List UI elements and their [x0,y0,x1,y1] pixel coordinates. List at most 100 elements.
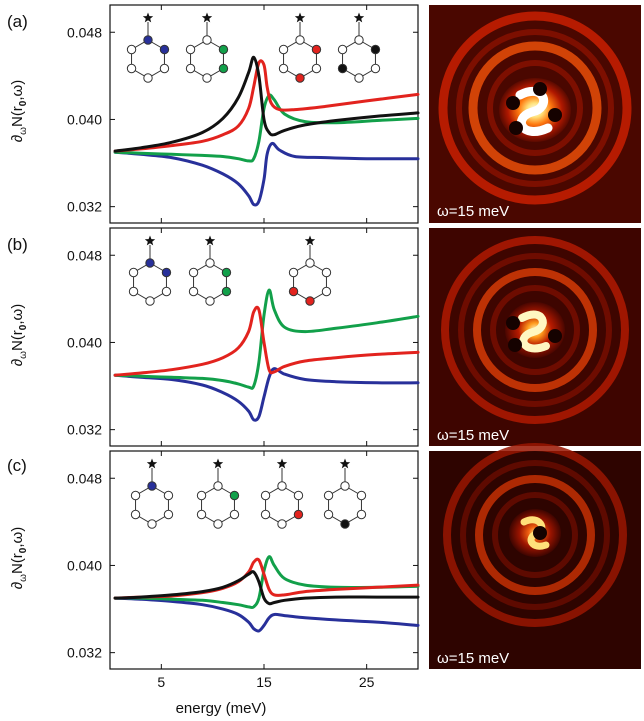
lattice-site [213,519,223,529]
lattice-site [321,286,332,297]
lattice-site [288,267,299,278]
y-tick-label: 0.032 [67,422,102,438]
lattice-site [356,509,367,520]
map-energy-label-a: ω=15 meV [437,203,509,220]
lattice-site [278,63,289,74]
lattice-inset-red [260,458,304,529]
y-tick-label: 0.048 [67,247,102,263]
lattice-site [161,286,172,297]
series-line-blue [113,367,420,422]
y-tick-label: 0.032 [67,199,102,215]
lattice-site [130,509,141,520]
map-energy-label-b: ω=15 meV [437,427,509,444]
impurity-star-icon [204,235,216,246]
lattice-site-blue [161,267,172,278]
lattice-site-green [218,44,229,55]
lattice-site [147,519,157,529]
impurity-star-icon [201,12,213,23]
lattice-site [126,44,137,55]
lattice-site [185,63,196,74]
lattice-site [196,490,207,501]
impurity-star-icon [294,12,306,23]
lattice-site-red [288,286,299,297]
lattice-site-black [337,63,348,74]
lattice-site [354,73,364,83]
ldos-map-b: ω=15 meV [429,228,641,446]
lattice-site [295,35,305,45]
lattice-site-blue [159,44,170,55]
lattice-site [202,73,212,83]
x-axis-label: energy (meV) [176,700,267,717]
plot-panel-c: 0.032 0.040 0.048 5 15 25 [67,450,420,690]
lattice-site [213,481,223,491]
ldos-map-a: ω=15 meV [429,5,641,223]
lattice-site [196,509,207,520]
lattice-site [128,286,139,297]
lattice-site-blue [147,481,157,491]
lattice-site-red [295,73,305,83]
lattice-site [277,519,287,529]
panel-label-c: (c) [7,456,27,475]
lattice-site [356,490,367,501]
y-tick-label: 0.040 [67,111,102,127]
series-line-blue [113,141,420,207]
series-line-black [113,55,420,153]
x-tick-label: 15 [256,674,272,690]
lattice-inset-green [196,458,240,529]
lattice-site [163,509,174,520]
lattice-site-black [370,44,381,55]
lattice-site-green [221,286,232,297]
impurity-star-icon [144,235,156,246]
plot-panel-b: 0.032 0.040 0.048 [67,227,420,447]
lattice-site-blue [145,258,155,268]
lattice-site [202,35,212,45]
lattice-site [126,63,137,74]
lattice-site [323,509,334,520]
lattice-site [188,286,199,297]
lattice-site-green [221,267,232,278]
lattice-site [145,296,155,306]
x-tick-label: 5 [157,674,165,690]
series-line-red [113,305,420,377]
lattice-site [311,63,322,74]
lattice-site [143,73,153,83]
plot-panel-a: 0.032 0.040 0.048 [67,4,420,224]
lattice-inset-green [185,12,229,83]
lattice-inset-black [337,12,381,83]
panel-label-b: (b) [7,235,28,254]
lattice-site [370,63,381,74]
lattice-site [188,267,199,278]
lattice-site [323,490,334,501]
lattice-inset-blue [130,458,174,529]
lattice-inset-blue [126,12,170,83]
impurity-star-icon [276,458,288,469]
plot-frame [109,450,419,670]
series-line-green [113,288,420,390]
lattice-site-red [293,509,304,520]
lattice-site [278,44,289,55]
lattice-site-green [218,63,229,74]
impurity-star-icon [353,12,365,23]
impurity-star-icon [212,458,224,469]
y-tick-label: 0.040 [67,557,102,573]
lattice-inset-black [323,458,367,529]
impurity-star-icon [304,235,316,246]
lattice-site [293,490,304,501]
impurity-star-icon [146,458,158,469]
series-line-blue [113,596,420,633]
lattice-inset-red [278,12,322,83]
x-tick-label: 25 [359,674,375,690]
map-energy-label-c: ω=15 meV [437,650,509,667]
y-tick-label: 0.040 [67,334,102,350]
y-tick-label: 0.048 [67,470,102,486]
lattice-site [354,35,364,45]
impurity-star-icon [339,458,351,469]
y-axis-label-a: ∂ωN(r0,ω) [9,80,29,143]
y-tick-label: 0.032 [67,645,102,661]
panel-label-a: (a) [7,12,28,31]
series-line-green [113,555,420,610]
lattice-site-green [229,490,240,501]
y-tick-label: 0.048 [67,24,102,40]
lattice-site [185,44,196,55]
